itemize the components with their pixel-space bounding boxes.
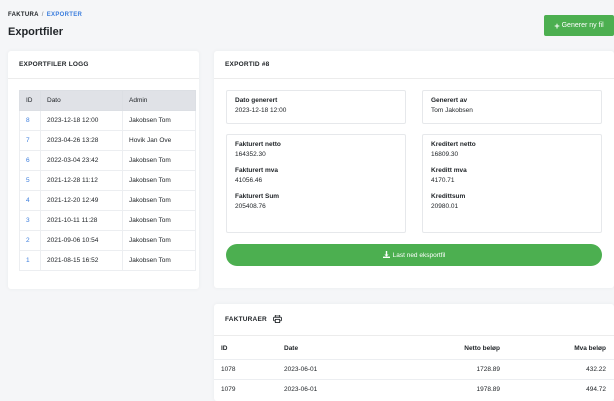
- table-row[interactable]: 1079 2023-06-01 1978.89 494.72: [214, 378, 614, 399]
- invoice-header-date: Date: [284, 345, 299, 353]
- invoice-net: 1978.89: [400, 378, 508, 399]
- table-row[interactable]: 1078 2023-06-01 1728.89 432.22: [214, 358, 614, 379]
- invoiced-vat-label: Fakturert mva: [235, 167, 278, 174]
- download-export-label: Last ned eksportfil: [392, 251, 446, 259]
- invoiced-sum-label: Fakturert Sum: [235, 193, 280, 200]
- credit-vat-value: 4170.71: [431, 177, 455, 184]
- log-date: 2021-09-06 10:54: [40, 230, 123, 251]
- credited-net-label: Kreditert netto: [431, 141, 476, 148]
- credit-vat-label: Kreditt mva: [431, 167, 467, 174]
- table-row[interactable]: 2 2021-09-06 10:54 Jakobsen Tom: [19, 230, 196, 251]
- log-header-admin: Admin: [122, 90, 196, 111]
- log-id-link[interactable]: 4: [19, 190, 41, 211]
- date-generated-label: Dato generert: [235, 97, 278, 104]
- download-icon: [382, 250, 390, 260]
- log-date: 2023-04-26 13:28: [40, 130, 123, 151]
- invoices-title: FAKTURAER: [225, 316, 267, 323]
- generated-by-label: Generert av: [431, 97, 468, 104]
- export-detail-title: EXPORTID #8: [214, 51, 614, 79]
- log-id-link[interactable]: 3: [19, 210, 41, 231]
- export-log-table: ID Dato Admin 8 2023-12-18 12:00 Jakobsen …: [19, 90, 196, 271]
- credit-sum-label: Kredittsum: [431, 193, 466, 200]
- log-admin: Jakobsen Tom: [122, 250, 196, 271]
- log-date: 2023-12-18 12:00: [40, 110, 123, 131]
- log-id-link[interactable]: 7: [19, 130, 41, 151]
- invoice-header-vat: Mva beløp: [574, 345, 606, 353]
- table-row[interactable]: 1 2021-08-15 16:52 Jakobsen Tom: [19, 250, 196, 271]
- breadcrumb-separator: /: [41, 12, 44, 18]
- log-id-link[interactable]: 5: [19, 170, 41, 191]
- generated-by-box: Generert av Tom Jakobsen: [422, 90, 602, 124]
- invoice-id: 1079: [214, 378, 277, 399]
- log-header-id: ID: [19, 90, 41, 111]
- log-admin: Jakobsen Tom: [122, 230, 196, 251]
- plus-icon: +: [554, 20, 560, 31]
- invoice-date: 2023-06-01: [277, 358, 400, 379]
- table-row[interactable]: 4 2021-12-20 12:49 Jakobsen Tom: [19, 190, 196, 211]
- invoiced-sum-value: 205408.76: [235, 203, 266, 210]
- invoice-vat: 494.72: [508, 378, 614, 399]
- export-detail-card: EXPORTID #8 Dato generert 2023-12-18 12:…: [214, 51, 614, 288]
- log-admin: Jakobsen Tom: [122, 170, 196, 191]
- generated-by-value: Tom Jakobsen: [431, 107, 473, 114]
- table-row[interactable]: 5 2021-12-28 11:12 Jakobsen Tom: [19, 170, 196, 191]
- log-id-link[interactable]: 2: [19, 230, 41, 251]
- log-date: 2022-03-04 23:42: [40, 150, 123, 171]
- log-admin: Hovik Jan Ove: [122, 130, 196, 151]
- date-generated-box: Dato generert 2023-12-18 12:00: [226, 90, 406, 124]
- printer-icon[interactable]: [273, 314, 282, 325]
- invoiced-net-value: 164352.30: [235, 151, 266, 158]
- invoiced-vat-value: 41056.46: [235, 177, 263, 184]
- invoice-id: 1078: [214, 358, 277, 379]
- log-admin: Jakobsen Tom: [122, 150, 196, 171]
- invoiced-totals-box: Fakturert netto 164352.30 Fakturert mva …: [226, 134, 406, 233]
- log-id-link[interactable]: 6: [19, 150, 41, 171]
- credit-sum-value: 20980.01: [431, 203, 459, 210]
- invoice-header-id: ID: [221, 345, 228, 353]
- log-date: 2021-10-11 11:28: [40, 210, 123, 231]
- invoiced-net-label: Fakturert netto: [235, 141, 281, 148]
- log-admin: Jakobsen Tom: [122, 110, 196, 131]
- page-title: Exportfiler: [8, 26, 64, 38]
- table-row[interactable]: 6 2022-03-04 23:42 Jakobsen Tom: [19, 150, 196, 171]
- log-date: 2021-12-28 11:12: [40, 170, 123, 191]
- log-date: 2021-12-20 12:49: [40, 190, 123, 211]
- log-id-link[interactable]: 8: [19, 110, 41, 131]
- log-admin: Jakobsen Tom: [122, 190, 196, 211]
- export-log-title: EXPORTFILER LOGG: [8, 51, 199, 79]
- table-row[interactable]: 7 2023-04-26 13:28 Hovik Jan Ove: [19, 130, 196, 151]
- log-date: 2021-08-15 16:52: [40, 250, 123, 271]
- invoice-net: 1728.89: [400, 358, 508, 379]
- invoice-header-net: Netto beløp: [464, 345, 500, 353]
- invoices-table: ID Date Netto beløp Mva beløp 1078 2023-0…: [214, 339, 614, 399]
- export-log-card: EXPORTFILER LOGG ID Dato Admin 8 2023-12-…: [8, 51, 199, 289]
- invoice-date: 2023-06-01: [277, 378, 400, 399]
- invoice-vat: 432.22: [508, 358, 614, 379]
- credited-net-value: 16809.30: [431, 151, 459, 158]
- invoices-header: FAKTURAER: [214, 304, 614, 336]
- breadcrumb-current[interactable]: EXPORTER: [46, 12, 83, 18]
- generate-new-file-button[interactable]: + Generer ny fil: [544, 15, 614, 36]
- breadcrumb-root[interactable]: FAKTURA: [8, 12, 39, 18]
- date-generated-value: 2023-12-18 12:00: [235, 107, 287, 114]
- table-row[interactable]: 8 2023-12-18 12:00 Jakobsen Tom: [19, 110, 196, 131]
- log-admin: Jakobsen Tom: [122, 210, 196, 231]
- invoices-card: FAKTURAER ID Date Netto beløp Mva beløp …: [214, 304, 614, 401]
- log-header-date: Dato: [40, 90, 123, 111]
- table-row[interactable]: 3 2021-10-11 11:28 Jakobsen Tom: [19, 210, 196, 231]
- breadcrumb: FAKTURA / EXPORTER: [8, 12, 82, 18]
- log-id-link[interactable]: 1: [19, 250, 41, 271]
- credited-totals-box: Kreditert netto 16809.30 Kreditt mva 417…: [422, 134, 602, 233]
- generate-new-file-label: Generer ny fil: [561, 22, 604, 29]
- download-export-button[interactable]: Last ned eksportfil: [226, 244, 602, 266]
